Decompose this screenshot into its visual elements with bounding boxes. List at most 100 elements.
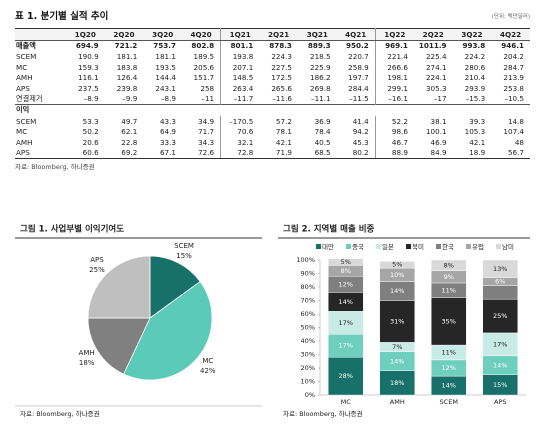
legend-label: 북미 <box>412 242 424 251</box>
x-tick-label: MC <box>341 398 352 406</box>
bar-segment <box>328 276 364 293</box>
legend-label: 대만 <box>322 242 334 251</box>
cell: 299.1 <box>374 82 414 94</box>
cell: 266.6 <box>374 61 414 73</box>
bar-segment <box>328 357 364 396</box>
cell: 227.5 <box>271 62 292 72</box>
y-tick-label: 90% <box>301 270 315 278</box>
row-label: MC <box>16 62 28 72</box>
cell: 52.2 <box>374 115 414 127</box>
cell: 280.6 <box>464 62 486 72</box>
cell: 284.4 <box>348 83 369 93</box>
cell: 68.5 <box>297 147 337 160</box>
value-label: 35% <box>442 317 456 325</box>
row-label: SCEM <box>16 51 37 61</box>
row-label: 연결제거 <box>16 93 43 103</box>
pie-slice <box>149 255 201 319</box>
column-header: 3Q21 <box>297 28 337 41</box>
value-label: 17% <box>339 342 353 350</box>
value-label: 15% <box>493 381 507 389</box>
legend-label: 남미 <box>502 242 514 251</box>
cell: 190.9 <box>78 51 99 61</box>
row-label: SCEM <box>16 116 37 126</box>
value-label: 17% <box>493 340 507 348</box>
figure2-source: 자료: Bloomberg, 하나증권 <box>283 409 363 418</box>
cell: 159.3 <box>78 62 99 72</box>
table-section: 표 1. 분기별 실적 추이 (단위: 백만달러) 1Q20 2Q20 3Q20 4Q… <box>15 8 530 171</box>
cell: 32.1 <box>220 136 260 148</box>
row-label: AMH <box>16 73 33 83</box>
cell: 88.9 <box>374 147 414 160</box>
cell: –11.7 <box>220 93 260 105</box>
bar-segment <box>482 259 518 278</box>
cell: 64.9 <box>159 127 176 137</box>
column-header: 4Q22 <box>491 28 530 41</box>
bar-segment <box>379 300 415 343</box>
cell: –11.1 <box>310 94 331 104</box>
table-row: 연결제거 –8.9 –9.9 –8.9 –11 –11.7 –11.6 –11.1 –11.5–… <box>15 93 530 105</box>
figure1-source: 자료: Bloomberg, 하나증권 <box>20 409 100 418</box>
cell: 70.6 <box>220 126 260 137</box>
table-row: APS 237.5 239.8 243.1 258 263.4 265.6 269.8 284.… <box>15 82 530 94</box>
table-row: 이익 <box>15 104 530 116</box>
cell: 42.1 <box>275 137 292 147</box>
value-label: 5% <box>341 258 351 266</box>
cell: 126.4 <box>116 73 138 83</box>
value-label: 17% <box>339 319 353 327</box>
row-label: 이익 <box>15 104 530 116</box>
cell: 239.8 <box>116 83 138 93</box>
cell: 204.2 <box>503 51 524 61</box>
cell: 305.3 <box>425 83 447 93</box>
cell: 148.5 <box>220 72 260 83</box>
value-label: 6% <box>495 278 505 286</box>
cell: 34.3 <box>198 137 215 147</box>
cell: 210.4 <box>464 73 486 83</box>
column-header: 2Q21 <box>259 28 298 41</box>
column-header: 3Q22 <box>452 28 492 41</box>
cell: 78.4 <box>314 127 331 137</box>
cell: 878.3 <box>269 41 292 51</box>
cell: 78.1 <box>275 127 292 137</box>
cell: 189.5 <box>193 51 215 61</box>
table: 1Q20 2Q20 3Q20 4Q20 1Q21 2Q21 3Q21 4Q21 1Q22 2Q22… <box>15 28 530 160</box>
row-label: APS <box>15 147 66 160</box>
column-header: 1Q20 <box>66 28 105 41</box>
cell: –8.9 <box>83 94 99 104</box>
cell: 183.8 <box>116 62 138 72</box>
slice-value: 15% <box>176 252 192 260</box>
cell: 50.2 <box>82 127 99 137</box>
value-label: 11% <box>442 286 456 294</box>
column-header <box>15 28 66 41</box>
bar-segment <box>482 374 518 396</box>
cell: 20.6 <box>82 137 99 147</box>
column-header: 4Q21 <box>336 28 376 41</box>
cell: 33.3 <box>159 137 176 147</box>
table-unit: (단위: 백만달러) <box>491 14 530 20</box>
cell: 46.7 <box>374 136 414 148</box>
table-row: MC 50.2 62.1 64.9 71.7 70.6 78.1 78.4 94.2 98.6 10… <box>15 126 530 137</box>
cell: 721.2 <box>114 41 138 51</box>
cell: 46.9 <box>430 137 447 147</box>
value-label: 8% <box>341 267 351 275</box>
table-title: 표 1. 분기별 실적 추이 <box>15 11 109 22</box>
cell: 198.1 <box>374 72 414 83</box>
cell: 218.5 <box>310 51 331 61</box>
column-header: 4Q20 <box>181 28 221 41</box>
y-tick-label: 40% <box>301 337 315 345</box>
cell: 224.2 <box>464 51 486 61</box>
value-label: 8% <box>444 261 454 269</box>
slice-value: 18% <box>79 359 95 367</box>
bar-segment <box>431 359 467 377</box>
cell: 193.8 <box>220 51 260 62</box>
cell: 39.3 <box>469 116 486 126</box>
cell: 213.9 <box>503 73 524 83</box>
y-tick-label: 80% <box>301 283 315 291</box>
cell: –16.1 <box>374 93 414 105</box>
slice-value: 25% <box>89 266 105 274</box>
value-label: 14% <box>339 298 353 306</box>
pie-slice <box>123 280 213 381</box>
cell: 36.9 <box>314 116 331 126</box>
pie-slice <box>87 255 151 319</box>
cell: 67.1 <box>143 147 182 160</box>
bar-segment <box>379 342 415 353</box>
